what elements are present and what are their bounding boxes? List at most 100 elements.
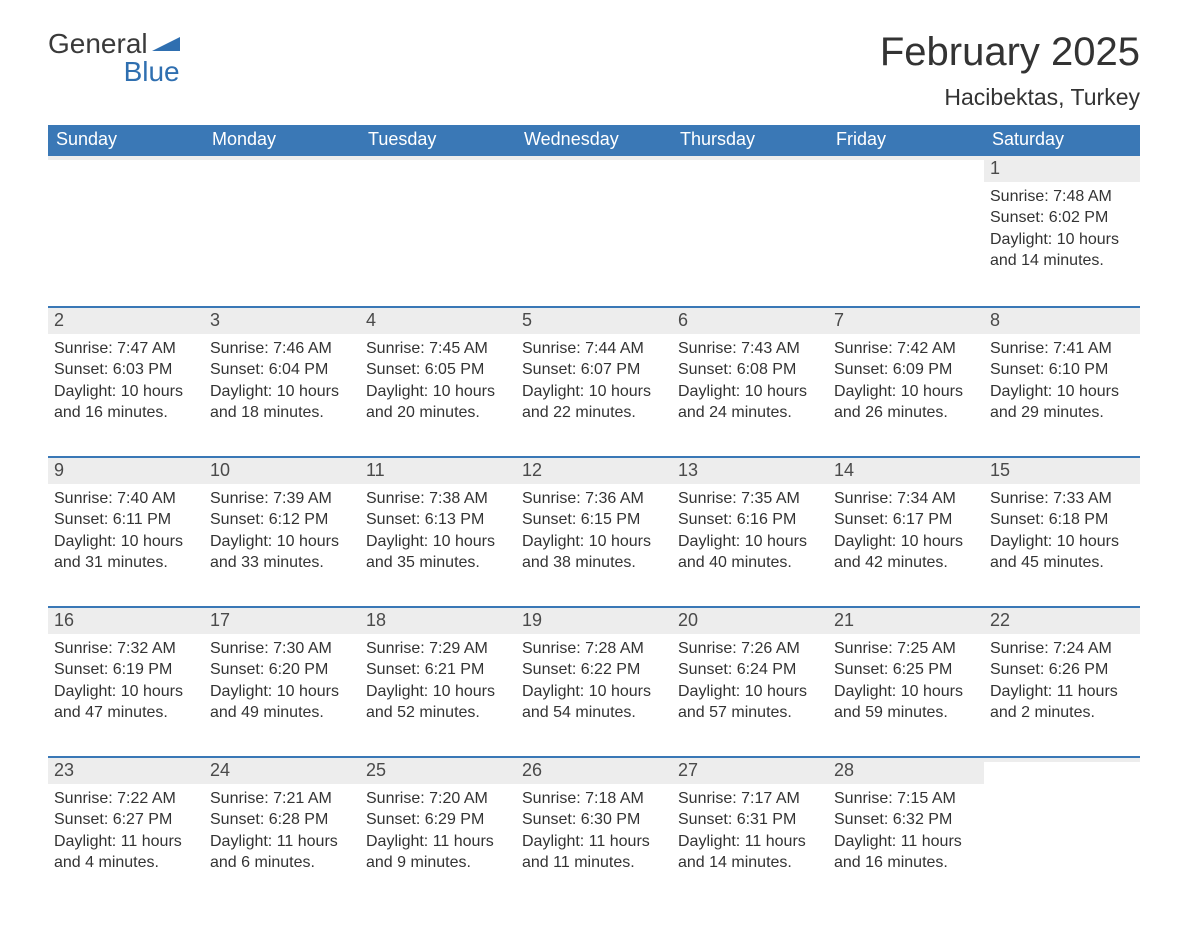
day-number: 27 xyxy=(672,756,828,784)
location-label: Hacibektas, Turkey xyxy=(880,84,1140,111)
day-cell: 24Sunrise: 7:21 AMSunset: 6:28 PMDayligh… xyxy=(204,756,360,906)
calendar-week: 1Sunrise: 7:48 AMSunset: 6:02 PMDaylight… xyxy=(48,156,1140,306)
day-number: 6 xyxy=(672,306,828,334)
day-number: 17 xyxy=(204,606,360,634)
day-cell: 13Sunrise: 7:35 AMSunset: 6:16 PMDayligh… xyxy=(672,456,828,606)
weekday-header: Wednesday xyxy=(516,125,672,156)
day-details: Sunrise: 7:41 AMSunset: 6:10 PMDaylight:… xyxy=(984,334,1140,432)
day-details: Sunrise: 7:34 AMSunset: 6:17 PMDaylight:… xyxy=(828,484,984,582)
sunset-text: Sunset: 6:24 PM xyxy=(678,659,822,681)
day-cell: 5Sunrise: 7:44 AMSunset: 6:07 PMDaylight… xyxy=(516,306,672,456)
day-cell: 2Sunrise: 7:47 AMSunset: 6:03 PMDaylight… xyxy=(48,306,204,456)
sunset-text: Sunset: 6:28 PM xyxy=(210,809,354,831)
day-details: Sunrise: 7:25 AMSunset: 6:25 PMDaylight:… xyxy=(828,634,984,732)
day-cell: 28Sunrise: 7:15 AMSunset: 6:32 PMDayligh… xyxy=(828,756,984,906)
calendar-body: 1Sunrise: 7:48 AMSunset: 6:02 PMDaylight… xyxy=(48,156,1140,906)
sunset-text: Sunset: 6:20 PM xyxy=(210,659,354,681)
day-details: Sunrise: 7:28 AMSunset: 6:22 PMDaylight:… xyxy=(516,634,672,732)
day-details: Sunrise: 7:47 AMSunset: 6:03 PMDaylight:… xyxy=(48,334,204,432)
day-cell: 22Sunrise: 7:24 AMSunset: 6:26 PMDayligh… xyxy=(984,606,1140,756)
calendar-header: Sunday Monday Tuesday Wednesday Thursday… xyxy=(48,125,1140,156)
weekday-header: Tuesday xyxy=(360,125,516,156)
sunset-text: Sunset: 6:10 PM xyxy=(990,359,1134,381)
sunrise-text: Sunrise: 7:34 AM xyxy=(834,488,978,510)
day-cell: 7Sunrise: 7:42 AMSunset: 6:09 PMDaylight… xyxy=(828,306,984,456)
daylight-text: Daylight: 10 hours and 24 minutes. xyxy=(678,381,822,424)
sunrise-text: Sunrise: 7:33 AM xyxy=(990,488,1134,510)
sunrise-text: Sunrise: 7:48 AM xyxy=(990,186,1134,208)
calendar-week: 9Sunrise: 7:40 AMSunset: 6:11 PMDaylight… xyxy=(48,456,1140,606)
day-cell: 15Sunrise: 7:33 AMSunset: 6:18 PMDayligh… xyxy=(984,456,1140,606)
calendar-week: 16Sunrise: 7:32 AMSunset: 6:19 PMDayligh… xyxy=(48,606,1140,756)
day-cell xyxy=(360,156,516,306)
calendar-table: Sunday Monday Tuesday Wednesday Thursday… xyxy=(48,125,1140,906)
daylight-text: Daylight: 11 hours and 16 minutes. xyxy=(834,831,978,874)
daylight-text: Daylight: 11 hours and 11 minutes. xyxy=(522,831,666,874)
day-cell: 27Sunrise: 7:17 AMSunset: 6:31 PMDayligh… xyxy=(672,756,828,906)
day-number: 2 xyxy=(48,306,204,334)
logo-word-general: General xyxy=(48,30,148,58)
logo-text: General Blue xyxy=(48,30,180,86)
daylight-text: Daylight: 11 hours and 9 minutes. xyxy=(366,831,510,874)
day-number: 21 xyxy=(828,606,984,634)
day-number: 16 xyxy=(48,606,204,634)
day-cell xyxy=(204,156,360,306)
daylight-text: Daylight: 10 hours and 14 minutes. xyxy=(990,229,1134,272)
weekday-header: Monday xyxy=(204,125,360,156)
day-number: 4 xyxy=(360,306,516,334)
day-details: Sunrise: 7:44 AMSunset: 6:07 PMDaylight:… xyxy=(516,334,672,432)
day-number xyxy=(984,756,1140,762)
day-cell: 26Sunrise: 7:18 AMSunset: 6:30 PMDayligh… xyxy=(516,756,672,906)
sunset-text: Sunset: 6:13 PM xyxy=(366,509,510,531)
sunrise-text: Sunrise: 7:36 AM xyxy=(522,488,666,510)
day-cell xyxy=(516,156,672,306)
sunset-text: Sunset: 6:09 PM xyxy=(834,359,978,381)
day-cell: 9Sunrise: 7:40 AMSunset: 6:11 PMDaylight… xyxy=(48,456,204,606)
daylight-text: Daylight: 10 hours and 59 minutes. xyxy=(834,681,978,724)
sunrise-text: Sunrise: 7:46 AM xyxy=(210,338,354,360)
day-number: 1 xyxy=(984,156,1140,182)
day-details: Sunrise: 7:26 AMSunset: 6:24 PMDaylight:… xyxy=(672,634,828,732)
day-details: Sunrise: 7:43 AMSunset: 6:08 PMDaylight:… xyxy=(672,334,828,432)
day-details: Sunrise: 7:30 AMSunset: 6:20 PMDaylight:… xyxy=(204,634,360,732)
day-cell: 19Sunrise: 7:28 AMSunset: 6:22 PMDayligh… xyxy=(516,606,672,756)
sunset-text: Sunset: 6:22 PM xyxy=(522,659,666,681)
sunset-text: Sunset: 6:32 PM xyxy=(834,809,978,831)
day-details: Sunrise: 7:15 AMSunset: 6:32 PMDaylight:… xyxy=(828,784,984,882)
day-number: 9 xyxy=(48,456,204,484)
sunrise-text: Sunrise: 7:24 AM xyxy=(990,638,1134,660)
weekday-header: Saturday xyxy=(984,125,1140,156)
day-number xyxy=(672,156,828,160)
sunset-text: Sunset: 6:04 PM xyxy=(210,359,354,381)
day-number: 19 xyxy=(516,606,672,634)
daylight-text: Daylight: 10 hours and 20 minutes. xyxy=(366,381,510,424)
weekday-row: Sunday Monday Tuesday Wednesday Thursday… xyxy=(48,125,1140,156)
day-cell: 8Sunrise: 7:41 AMSunset: 6:10 PMDaylight… xyxy=(984,306,1140,456)
day-number: 23 xyxy=(48,756,204,784)
daylight-text: Daylight: 10 hours and 38 minutes. xyxy=(522,531,666,574)
sunset-text: Sunset: 6:15 PM xyxy=(522,509,666,531)
sunset-text: Sunset: 6:29 PM xyxy=(366,809,510,831)
daylight-text: Daylight: 10 hours and 54 minutes. xyxy=(522,681,666,724)
sunset-text: Sunset: 6:31 PM xyxy=(678,809,822,831)
sunset-text: Sunset: 6:18 PM xyxy=(990,509,1134,531)
day-cell: 17Sunrise: 7:30 AMSunset: 6:20 PMDayligh… xyxy=(204,606,360,756)
day-details: Sunrise: 7:18 AMSunset: 6:30 PMDaylight:… xyxy=(516,784,672,882)
day-number: 12 xyxy=(516,456,672,484)
day-details: Sunrise: 7:38 AMSunset: 6:13 PMDaylight:… xyxy=(360,484,516,582)
weekday-header: Thursday xyxy=(672,125,828,156)
sunset-text: Sunset: 6:26 PM xyxy=(990,659,1134,681)
day-number: 14 xyxy=(828,456,984,484)
sunrise-text: Sunrise: 7:18 AM xyxy=(522,788,666,810)
daylight-text: Daylight: 10 hours and 33 minutes. xyxy=(210,531,354,574)
sunrise-text: Sunrise: 7:45 AM xyxy=(366,338,510,360)
day-details: Sunrise: 7:21 AMSunset: 6:28 PMDaylight:… xyxy=(204,784,360,882)
day-number: 8 xyxy=(984,306,1140,334)
sunset-text: Sunset: 6:08 PM xyxy=(678,359,822,381)
daylight-text: Daylight: 10 hours and 49 minutes. xyxy=(210,681,354,724)
logo-triangle-icon xyxy=(152,34,180,54)
daylight-text: Daylight: 11 hours and 14 minutes. xyxy=(678,831,822,874)
daylight-text: Daylight: 10 hours and 22 minutes. xyxy=(522,381,666,424)
daylight-text: Daylight: 10 hours and 40 minutes. xyxy=(678,531,822,574)
daylight-text: Daylight: 10 hours and 16 minutes. xyxy=(54,381,198,424)
